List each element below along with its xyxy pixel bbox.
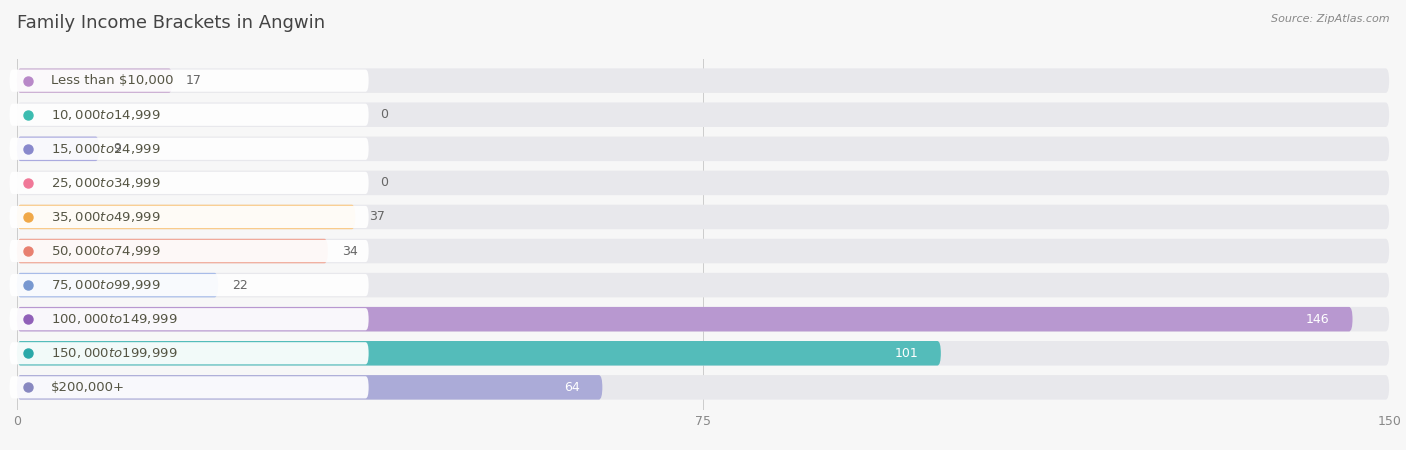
FancyBboxPatch shape [17, 171, 1389, 195]
FancyBboxPatch shape [17, 273, 1389, 297]
Text: Less than $10,000: Less than $10,000 [51, 74, 173, 87]
FancyBboxPatch shape [10, 138, 368, 160]
FancyBboxPatch shape [17, 307, 1389, 332]
FancyBboxPatch shape [10, 206, 368, 228]
Text: Family Income Brackets in Angwin: Family Income Brackets in Angwin [17, 14, 325, 32]
FancyBboxPatch shape [17, 239, 1389, 263]
FancyBboxPatch shape [10, 172, 368, 194]
FancyBboxPatch shape [17, 375, 1389, 400]
FancyBboxPatch shape [10, 274, 368, 296]
Text: 34: 34 [342, 244, 357, 257]
FancyBboxPatch shape [10, 308, 368, 330]
Text: $100,000 to $149,999: $100,000 to $149,999 [51, 312, 177, 326]
FancyBboxPatch shape [10, 70, 368, 92]
Text: 17: 17 [186, 74, 202, 87]
Text: 22: 22 [232, 279, 247, 292]
Text: $15,000 to $24,999: $15,000 to $24,999 [51, 142, 160, 156]
Text: 64: 64 [564, 381, 579, 394]
Text: 0: 0 [381, 176, 388, 189]
FancyBboxPatch shape [17, 239, 328, 263]
Text: $35,000 to $49,999: $35,000 to $49,999 [51, 210, 160, 224]
FancyBboxPatch shape [17, 103, 1389, 127]
FancyBboxPatch shape [17, 273, 218, 297]
FancyBboxPatch shape [17, 341, 941, 365]
Text: 146: 146 [1306, 313, 1330, 326]
Text: $10,000 to $14,999: $10,000 to $14,999 [51, 108, 160, 122]
FancyBboxPatch shape [17, 375, 602, 400]
Text: 9: 9 [112, 142, 121, 155]
Text: $75,000 to $99,999: $75,000 to $99,999 [51, 278, 160, 292]
FancyBboxPatch shape [17, 205, 1389, 229]
FancyBboxPatch shape [17, 136, 1389, 161]
FancyBboxPatch shape [17, 341, 1389, 365]
FancyBboxPatch shape [17, 68, 173, 93]
FancyBboxPatch shape [10, 104, 368, 126]
Text: $150,000 to $199,999: $150,000 to $199,999 [51, 346, 177, 360]
FancyBboxPatch shape [10, 342, 368, 364]
FancyBboxPatch shape [10, 376, 368, 398]
FancyBboxPatch shape [17, 307, 1353, 332]
Text: 0: 0 [381, 108, 388, 121]
Text: 37: 37 [370, 211, 385, 224]
Text: $200,000+: $200,000+ [51, 381, 125, 394]
Text: $50,000 to $74,999: $50,000 to $74,999 [51, 244, 160, 258]
FancyBboxPatch shape [17, 136, 100, 161]
FancyBboxPatch shape [10, 240, 368, 262]
Text: $25,000 to $34,999: $25,000 to $34,999 [51, 176, 160, 190]
Text: Source: ZipAtlas.com: Source: ZipAtlas.com [1271, 14, 1389, 23]
Text: 101: 101 [894, 347, 918, 360]
FancyBboxPatch shape [17, 205, 356, 229]
FancyBboxPatch shape [17, 68, 1389, 93]
